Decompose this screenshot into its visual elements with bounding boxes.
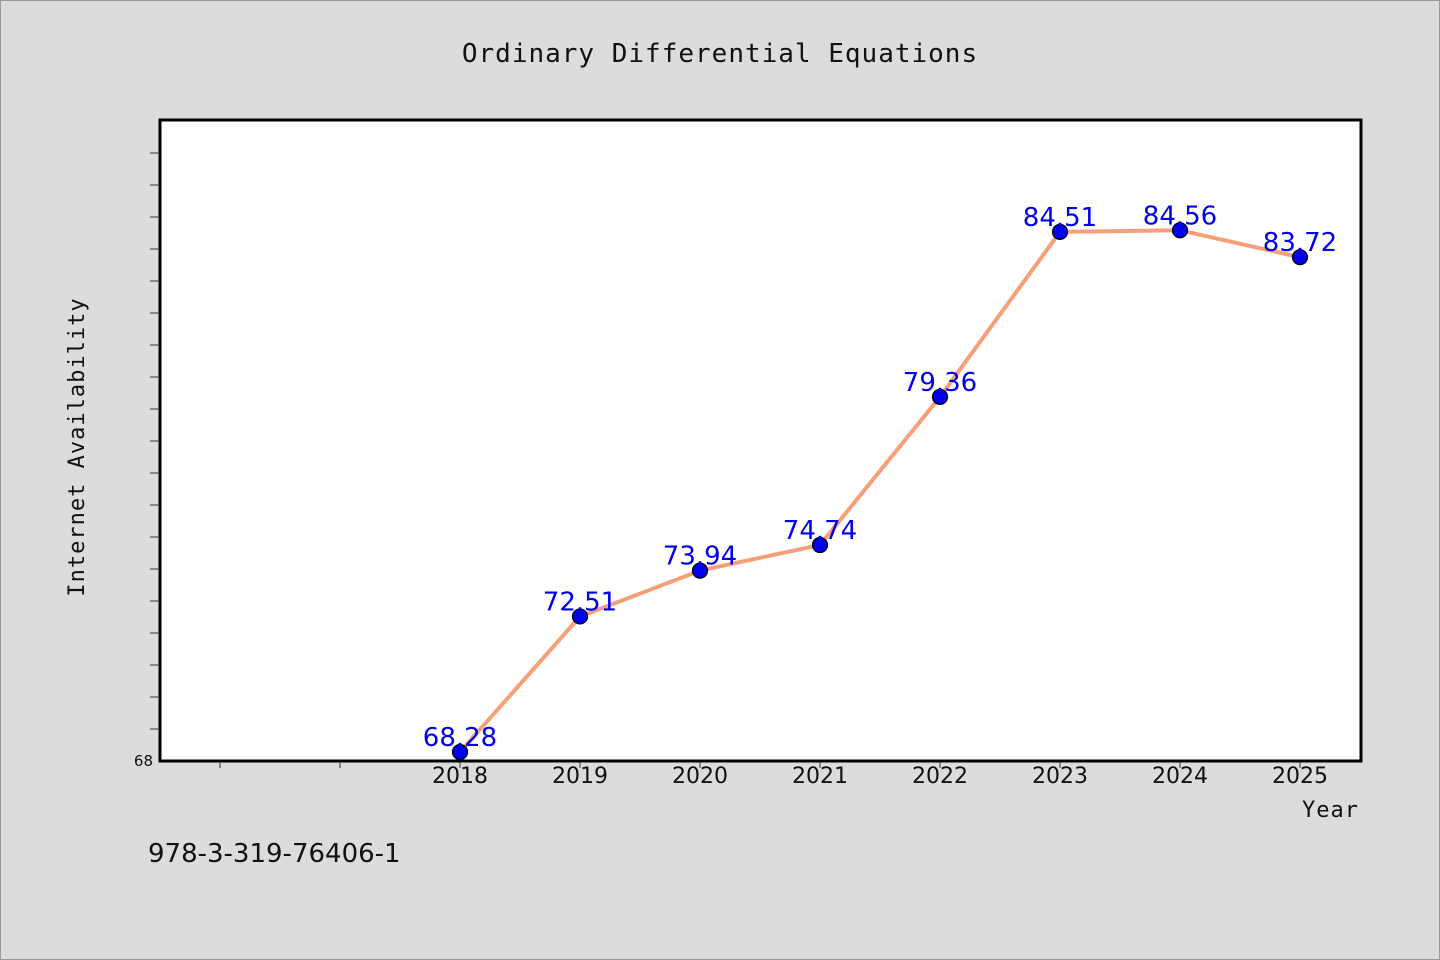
data-point-label: 72.51 xyxy=(543,587,617,617)
data-point-label: 84.56 xyxy=(1143,201,1217,231)
data-point-label: 74.74 xyxy=(783,516,857,546)
x-tick-label: 2018 xyxy=(432,764,488,789)
y-axis-label: Internet Availability xyxy=(65,297,90,596)
data-point-marker xyxy=(811,536,829,554)
plot-area xyxy=(158,118,1363,763)
data-point-marker xyxy=(571,608,589,625)
x-tick-label: 2024 xyxy=(1152,764,1208,789)
x-tick-label: 2021 xyxy=(792,764,848,789)
x-tick-label: 2022 xyxy=(912,764,968,789)
y-tick-label-min: 68 xyxy=(134,752,153,770)
x-tick-label: 2019 xyxy=(552,764,608,789)
data-point-label: 68.28 xyxy=(423,723,497,753)
y-axis-minor-ticks xyxy=(150,152,159,730)
x-axis-label: Year xyxy=(1302,798,1359,823)
x-axis-minor-ticks xyxy=(219,762,1301,768)
data-point-label: 73.94 xyxy=(663,542,737,572)
data-point-marker xyxy=(931,388,949,406)
data-point-marker xyxy=(451,743,469,761)
series-markers xyxy=(451,222,1309,761)
data-point-marker xyxy=(1171,222,1189,239)
x-tick-label: 2025 xyxy=(1272,764,1328,789)
x-axis-tick-labels: 2018 2019 2020 2021 2022 2023 2024 2025 xyxy=(432,764,1328,789)
data-point-marker xyxy=(1051,223,1069,240)
data-point-label: 83.72 xyxy=(1263,228,1337,258)
x-tick-label: 2020 xyxy=(672,764,728,789)
data-point-marker xyxy=(1291,249,1309,266)
chart-title: Ordinary Differential Equations xyxy=(462,39,978,69)
data-labels: 68.28 72.51 73.94 74.74 79.36 84.51 84.56 83.72 xyxy=(423,201,1337,753)
footer-isbn: 978-3-319-76406-1 xyxy=(148,839,401,869)
data-point-marker xyxy=(691,562,709,579)
series-line xyxy=(458,228,1302,754)
data-point-label: 79.36 xyxy=(903,368,977,398)
x-tick-label: 2023 xyxy=(1032,764,1088,789)
data-point-label: 84.51 xyxy=(1023,203,1097,233)
